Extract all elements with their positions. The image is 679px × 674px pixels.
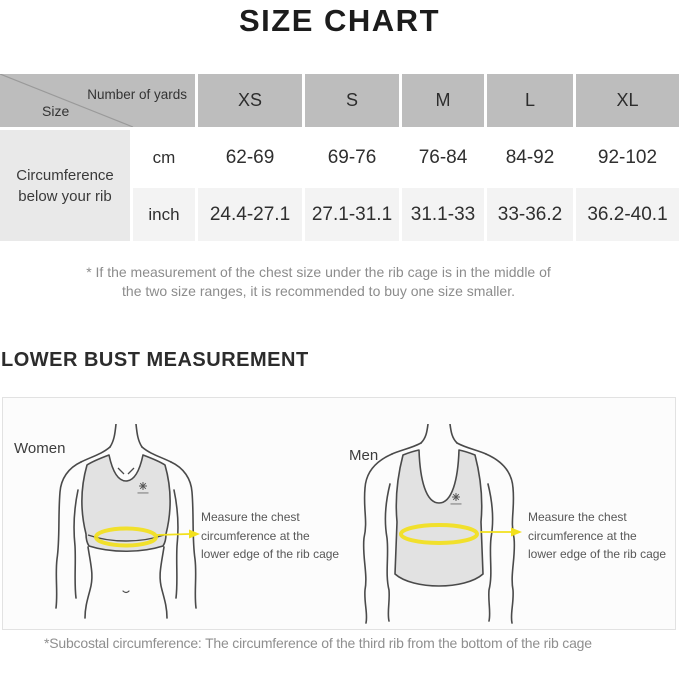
unit-cell-cm: cm [133,130,195,185]
men-annotation-line1: Measure the chest [528,510,627,524]
unit-cell-inch: inch [133,188,195,241]
value-cell-inch-s: 27.1-31.1 [305,188,399,241]
size-header-s: S [305,74,399,127]
tank-top [394,449,484,587]
men-body-outline [362,424,516,624]
women-annotation-line3: lower edge of the rib cage [201,547,340,561]
corner-cell: Number of yards Size [0,74,195,127]
men-annotation-line3: lower edge of the rib cage [528,547,667,561]
value-cell-inch-xs: 24.4-27.1 [198,188,302,241]
footnote: *Subcostal circumference: The circumfere… [44,635,592,651]
women-annotation-line2: circumference at the [201,528,310,543]
figure-label-women: Women [14,440,66,457]
sports-bra [81,454,171,552]
women-figure-illustration [55,424,200,619]
size-header-l: L [487,74,573,127]
value-cell-inch-l: 33-36.2 [487,188,573,241]
value-cell-cm-s: 69-76 [305,130,399,185]
women-annotation-line1: Measure the chest [201,510,300,524]
table-note: * If the measurement of the chest size u… [0,263,637,301]
size-header-xl: XL [576,74,679,127]
corner-top-label: Number of yards [87,87,187,102]
collarbone-lines [117,467,135,475]
row-label-cell: Circumference below your rib [0,130,130,241]
size-header-xs: XS [198,74,302,127]
value-cell-cm-m: 76-84 [402,130,484,185]
page-title: SIZE CHART [239,3,440,38]
men-annotation: Measure the chest circumference at the l… [528,508,666,564]
section-heading: LOWER BUST MEASUREMENT [1,349,309,371]
measure-arrowhead [189,529,200,539]
figure-label-men: Men [349,447,379,464]
diagonal-divider [0,74,134,127]
value-cell-inch-xl: 36.2-40.1 [576,188,679,241]
women-body-outline [55,424,197,619]
men-annotation-line2: circumference at the [528,528,637,543]
brand-logo-icon [450,493,462,505]
measure-arrowhead [511,527,522,537]
value-cell-cm-l: 84-92 [487,130,573,185]
measure-arrow-line [156,533,190,536]
row-label-line2: below your rib [18,187,112,205]
measurement-ellipse [399,523,479,545]
corner-bottom-label: Size [42,103,70,119]
brand-logo-icon [137,482,149,494]
measurement-ellipse [94,526,158,548]
men-figure-illustration [362,424,522,624]
table-note-line2: the two size ranges, it is recommended t… [122,283,515,299]
table-note-line1: * If the measurement of the chest size u… [86,264,551,280]
size-table: Number of yards Size XS S M L XL Circumf… [0,74,679,241]
value-cell-inch-m: 31.1-33 [402,188,484,241]
value-cell-cm-xs: 62-69 [198,130,302,185]
row-label-line1: Circumference [16,166,114,184]
women-annotation: Measure the chest circumference at the l… [201,508,339,564]
measurement-box: Women Men [2,397,676,630]
size-header-m: M [402,74,484,127]
value-cell-cm-xl: 92-102 [576,130,679,185]
